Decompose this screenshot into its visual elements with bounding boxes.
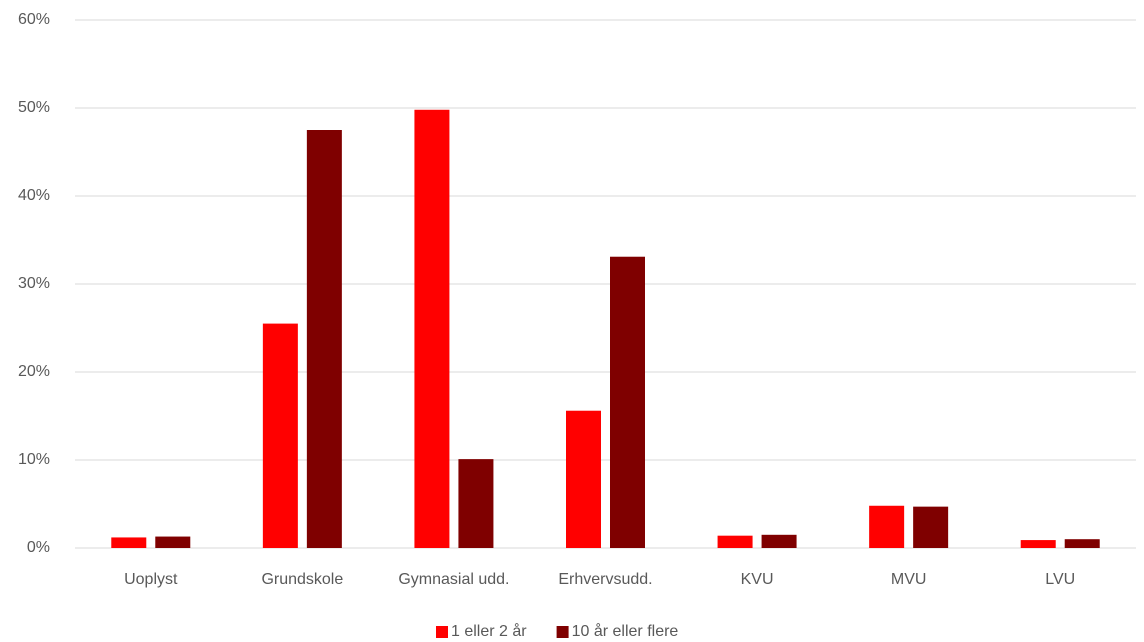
- y-tick-label: 50%: [18, 99, 50, 116]
- bar: [761, 534, 797, 548]
- bar: [155, 536, 191, 548]
- bar: [566, 410, 601, 548]
- legend-swatch: [556, 626, 569, 638]
- x-tick-label: KVU: [741, 571, 774, 588]
- bar: [610, 256, 645, 548]
- y-tick-label: 20%: [18, 363, 50, 380]
- bar: [306, 130, 342, 548]
- bar: [1020, 540, 1056, 548]
- x-tick-label: MVU: [891, 571, 927, 588]
- bar: [111, 537, 147, 548]
- legend-label: 10 år eller flere: [572, 622, 679, 640]
- y-tick-label: 30%: [18, 275, 50, 292]
- bar: [717, 535, 753, 548]
- bar: [1064, 539, 1100, 548]
- x-tick-label: Erhvervsudd.: [558, 571, 652, 588]
- x-tick-label: Uoplyst: [124, 571, 178, 588]
- bar: [458, 459, 494, 548]
- bar: [414, 109, 450, 548]
- y-tick-label: 10%: [18, 451, 50, 468]
- bar: [262, 323, 298, 548]
- y-tick-label: 60%: [18, 11, 50, 28]
- y-tick-label: 40%: [18, 187, 50, 204]
- bar: [869, 505, 905, 548]
- x-tick-label: LVU: [1045, 571, 1075, 588]
- y-tick-label: 0%: [27, 539, 50, 556]
- x-tick-label: Grundskole: [261, 571, 343, 588]
- legend-swatch: [436, 626, 448, 638]
- legend-label: 1 eller 2 år: [451, 622, 527, 640]
- bar: [913, 506, 949, 548]
- x-tick-label: Gymnasial udd.: [398, 571, 509, 588]
